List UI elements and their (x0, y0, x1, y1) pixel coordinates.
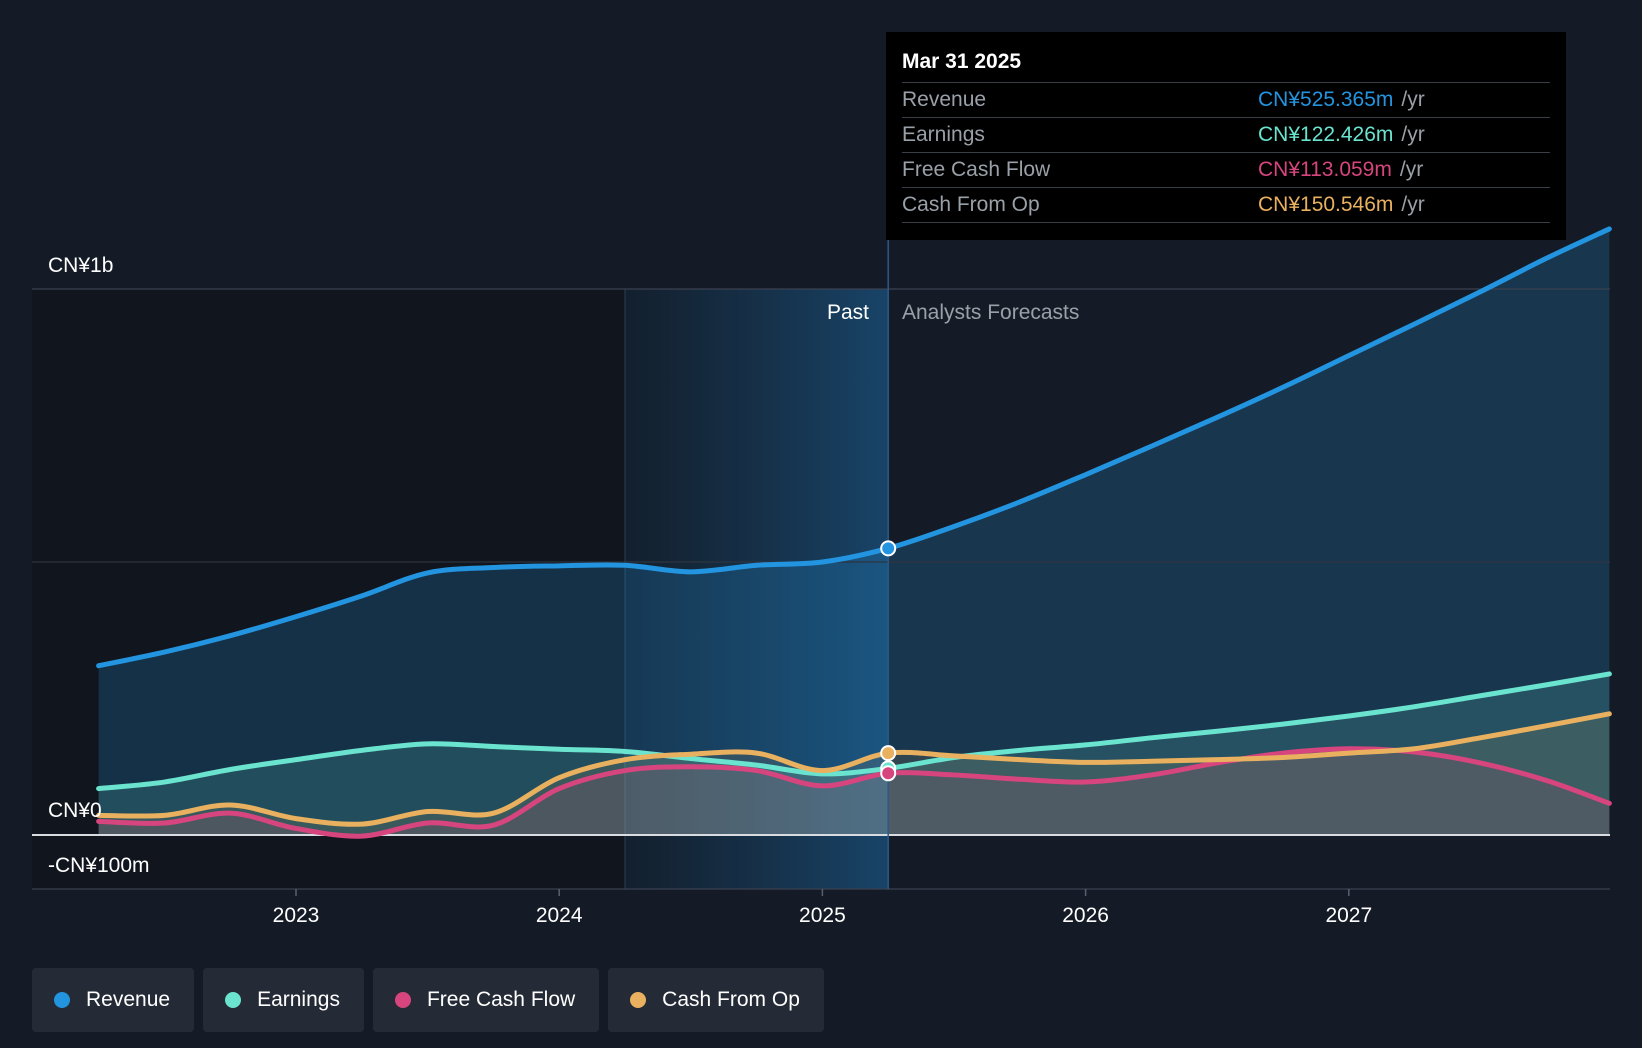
tooltip: Mar 31 2025 Revenue CN¥525.365m/yr Earning… (886, 32, 1566, 240)
x-tick-label-2027: 2027 (1325, 904, 1372, 927)
y-label-zero: CN¥0 (48, 799, 102, 822)
legend-dot-icon (54, 992, 70, 1008)
y-label-top: CN¥1b (48, 254, 113, 277)
highlight-region (625, 289, 889, 889)
tooltip-unit: /yr (1401, 88, 1425, 111)
tooltip-unit: /yr (1399, 158, 1424, 181)
past-label: Past (827, 301, 869, 324)
free-cash-flow-area (98, 748, 1610, 837)
legend-item-earnings[interactable]: Earnings (203, 968, 364, 1032)
legend-item-free-cash-flow[interactable]: Free Cash Flow (372, 968, 600, 1032)
tooltip-date: Mar 31 2025 (902, 50, 1022, 73)
cash-from-op-marker (880, 745, 897, 762)
legend-label: Cash From Op (662, 988, 800, 1011)
y-label-bottom: -CN¥100m (48, 854, 150, 877)
legend-item-cash-from-op[interactable]: Cash From Op (608, 968, 824, 1032)
tooltip-unit: /yr (1401, 123, 1425, 146)
tooltip-label: Cash From Op (902, 193, 1040, 216)
legend-label: Revenue (86, 988, 171, 1011)
legend-label: Free Cash Flow (426, 988, 576, 1011)
tooltip-label: Revenue (902, 88, 987, 111)
free-cash-flow-marker (880, 765, 897, 782)
x-tick-label-2024: 2024 (536, 904, 583, 927)
tooltip-label: Free Cash Flow (902, 158, 1051, 181)
tooltip-value: CN¥525.365m (1258, 88, 1394, 111)
x-tick-label-2025: 2025 (799, 904, 846, 927)
revenue-marker (880, 540, 897, 557)
tooltip-unit: /yr (1401, 193, 1425, 216)
cash-from-op-line (96, 711, 1612, 827)
legend-dot-icon (630, 992, 647, 1008)
earnings-area (98, 673, 1610, 835)
legend-dot-icon (225, 992, 242, 1008)
tooltip-label: Earnings (902, 123, 985, 146)
tooltip-value: CN¥122.426m (1258, 123, 1394, 146)
tooltip-row-cash-from-op: Cash From Op CN¥150.546m/yr (902, 187, 1550, 223)
earnings-line (96, 671, 1612, 792)
free-cash-flow-line (96, 746, 1612, 839)
legend-dot-icon (394, 992, 411, 1008)
legend-label: Earnings (257, 988, 340, 1011)
forecast-label: Analysts Forecasts (902, 301, 1079, 324)
tooltip-row-earnings: Earnings CN¥122.426m/yr (902, 117, 1550, 152)
x-tick-label-2026: 2026 (1062, 904, 1109, 927)
revenue-line (96, 226, 1612, 669)
tooltip-row-revenue: Revenue CN¥525.365m/yr (902, 82, 1550, 117)
legend: Revenue Earnings Free Cash Flow Cash From O… (32, 968, 824, 1032)
tooltip-value: CN¥113.059m (1258, 158, 1392, 181)
revenue-area (98, 228, 1610, 835)
tooltip-value: CN¥150.546m (1258, 193, 1394, 216)
x-tick-label-2023: 2023 (273, 904, 320, 927)
legend-item-revenue[interactable]: Revenue (32, 968, 195, 1032)
tooltip-row-free-cash-flow: Free Cash Flow CN¥113.059m/yr (902, 152, 1550, 187)
